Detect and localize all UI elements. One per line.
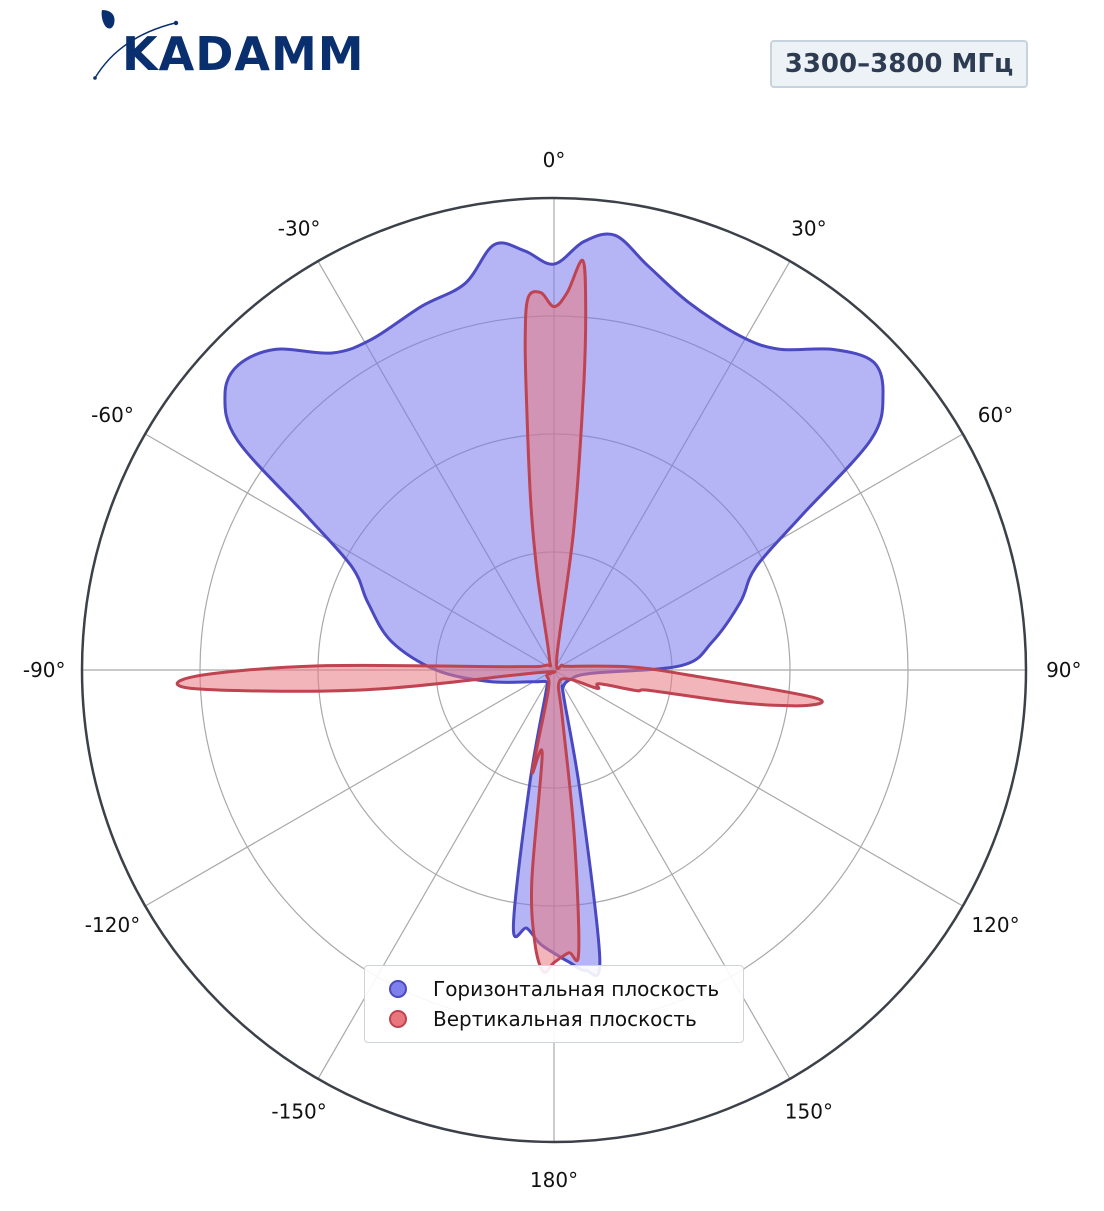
kadamm-logo [93,10,179,80]
legend-marker-horizontal [389,980,407,998]
angular-tick-labels: 0° 30° 60° 90° 120° 150° 180° -150° -120° -90° -60… [23,148,1082,1192]
angular-grid-line-4 [553,669,964,907]
outer-circle-layer [80,196,1028,1144]
angular-tick-label-11: -30° [278,217,321,241]
angular-tick-label-9: -90° [23,658,66,682]
legend-item-vertical: Вертикальная плоскость [365,1006,743,1034]
angular-grid-line-5 [553,669,791,1080]
outer-circle [80,196,1028,1144]
angular-tick-label-4: 120° [971,913,1019,937]
logo-swoosh-dot [173,20,179,26]
frequency-range-badge: 3300–3800 МГц [770,40,1028,88]
legend-item-horizontal: Горизонтальная плоскость [365,976,743,1004]
angular-tick-label-3: 90° [1046,658,1081,682]
legend-marker-vertical [389,1010,407,1028]
angular-tick-label-10: -60° [91,403,134,427]
angular-tick-label-2: 60° [978,403,1013,427]
angular-tick-label-6: 180° [530,1168,578,1192]
series-area-vertical [175,258,824,975]
logo-leaf-mark [101,10,115,29]
legend: Горизонтальная плоскость Вертикальная пл… [364,965,744,1043]
angular-tick-label-0: 0° [543,148,566,172]
angular-grid-line-8 [144,669,555,907]
angular-tick-label-1: 30° [791,217,826,241]
series-layer [175,232,885,977]
angular-tick-label-5: 150° [785,1100,833,1124]
angular-tick-label-8: -120° [85,913,140,937]
legend-label-vertical: Вертикальная плоскость [433,1007,697,1031]
angular-grid-line-7 [317,669,555,1080]
logo-wordmark: KADAMM [122,27,365,81]
angular-tick-label-7: -150° [271,1100,326,1124]
logo-swoosh-dot-start [93,76,97,80]
logo-swoosh [94,22,176,79]
legend-label-horizontal: Горизонтальная плоскость [433,977,720,1001]
